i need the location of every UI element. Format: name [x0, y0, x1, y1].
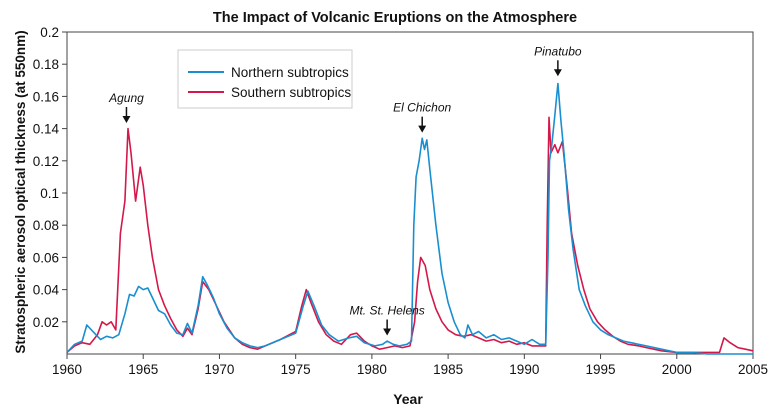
legend-box	[177, 49, 353, 109]
legend: Northern subtropics Southern subtropics	[177, 49, 353, 109]
annotation-arrowhead	[418, 125, 427, 133]
y-tick-label: 0.06	[33, 250, 59, 265]
x-tick-label: 1990	[509, 362, 539, 377]
y-tick-label: 0.02	[33, 315, 59, 330]
y-tick-label: 0.18	[33, 57, 59, 72]
y-tick-label: 0.1	[40, 186, 59, 201]
x-tick-label: 1980	[357, 362, 387, 377]
y-tick-label: 0.08	[33, 218, 59, 233]
x-tick-label: 1985	[433, 362, 463, 377]
y-tick-label: 0.14	[33, 122, 60, 137]
annotation-label: El Chichon	[393, 101, 451, 115]
series-line-northern-subtropics	[66, 82, 753, 355]
x-tick-label: 1960	[52, 362, 82, 377]
y-tick-label: 0.04	[33, 283, 60, 298]
y-tick-label: 0.16	[33, 89, 59, 104]
annotation-arrowhead	[383, 328, 392, 336]
x-tick-label: 1965	[128, 362, 158, 377]
x-axis-label: Year	[393, 391, 423, 407]
series-line-southern-subtropics	[66, 116, 754, 354]
y-tick-label: 0.2	[40, 25, 59, 40]
y-axis-label: Stratospheric aerosol optical thickness …	[13, 30, 28, 353]
annotation-arrowhead	[553, 69, 562, 77]
x-tick-label: 1995	[586, 362, 616, 377]
x-tick-label: 1970	[204, 362, 234, 377]
annotation-label: Pinatubo	[534, 44, 582, 58]
annotation-label: Mt. St. Helens	[349, 304, 424, 318]
x-tick-label: 1975	[281, 362, 311, 377]
x-tick-label: 2005	[738, 362, 768, 377]
annotation-label: Agung	[108, 91, 144, 105]
y-tick-label: 0.12	[33, 154, 59, 169]
x-tick-label: 2000	[662, 362, 692, 377]
annotation-arrowhead	[122, 115, 131, 123]
legend-label-southern: Southern subtropics	[231, 85, 351, 100]
y-axis-ticks: 0.02 0.04 0.06 0.08 0.1 0.12 0.14 0.16 0.18 0.2	[33, 25, 67, 330]
legend-label-northern: Northern subtropics	[231, 65, 349, 80]
chart-title: The Impact of Volcanic Eruptions on the …	[213, 10, 577, 26]
series-layer	[66, 82, 754, 355]
annotations: Agung Mt. St. Helens El Chichon Pinatubo	[108, 44, 582, 336]
x-axis-ticks: 1960 1965 1970 1975 1980 1985 1990 1995 2000 2005	[52, 354, 768, 377]
